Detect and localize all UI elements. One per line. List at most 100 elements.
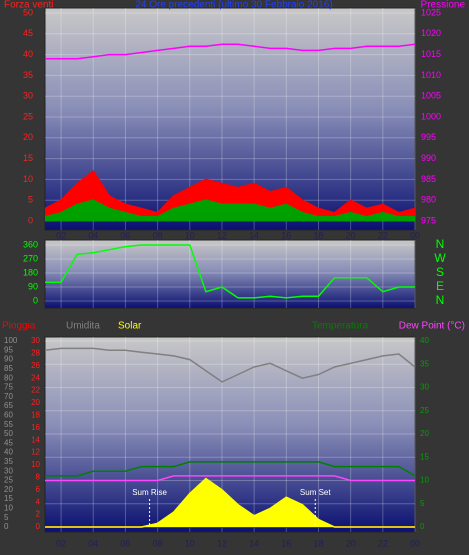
- y-tick-label: 55: [4, 420, 13, 429]
- y-tick-label: 75: [4, 383, 13, 392]
- y-tick-label: 45: [23, 28, 33, 38]
- series-line: [45, 43, 416, 60]
- y-tick-label: 40: [4, 448, 13, 457]
- x-tick-label: 06: [120, 538, 130, 548]
- y-tick-label: 90: [4, 355, 13, 364]
- y-tick-label: 30: [23, 91, 33, 101]
- y-tick-label: 50: [23, 7, 33, 17]
- y-tick-label: 95: [4, 345, 13, 354]
- y-tick-label: 15: [4, 494, 13, 503]
- plot-area: [44, 239, 416, 309]
- y-tick-label: 60: [4, 411, 13, 420]
- y3-tick-label: 10: [31, 460, 40, 469]
- x-tick-label: 18: [313, 230, 323, 240]
- y3-tick-label: 2: [36, 510, 41, 519]
- y2-tick-label: 10: [420, 476, 429, 485]
- x-tick-label: 08: [153, 538, 163, 548]
- y2-tick-label: 990: [421, 153, 436, 163]
- y2-tick-label: E: [436, 279, 444, 293]
- y-tick-label: 40: [23, 49, 33, 59]
- y3-tick-label: 14: [31, 435, 40, 444]
- y-tick-label: 20: [23, 132, 33, 142]
- y2-tick-label: 980: [421, 195, 436, 205]
- x-tick-label: 22: [378, 538, 388, 548]
- series-line: [45, 244, 415, 299]
- series-line: [44, 199, 415, 218]
- y3-tick-label: 22: [31, 386, 40, 395]
- y2-tick-label: 5: [420, 499, 425, 508]
- y-tick-label: 50: [4, 429, 13, 438]
- y3-tick-label: 18: [31, 411, 40, 420]
- y2-tick-label: 1010: [421, 70, 441, 80]
- y2-tick-label: 20: [420, 429, 429, 438]
- x-tick-label: 14: [249, 538, 259, 548]
- legend-label: Temperatura: [312, 321, 369, 332]
- y3-tick-label: 6: [36, 485, 41, 494]
- y-tick-label: 25: [4, 476, 13, 485]
- y2-tick-label: 1005: [421, 91, 441, 101]
- y3-tick-label: 24: [31, 373, 40, 382]
- y-tick-label: 100: [4, 336, 18, 345]
- y3-tick-label: 26: [31, 361, 40, 370]
- y2-tick-label: N: [436, 237, 445, 251]
- y2-tick-label: N: [436, 293, 445, 307]
- series-line: [45, 475, 415, 482]
- y3-tick-label: 30: [31, 336, 40, 345]
- x-tick-label: 10: [185, 538, 195, 548]
- y2-tick-label: 0: [420, 522, 425, 531]
- series-area: [45, 171, 415, 221]
- y-tick-label: 0: [28, 215, 33, 225]
- axis-title: Forza venti: [4, 0, 53, 11]
- x-tick-label: 16: [281, 538, 291, 548]
- y-tick-label: 0: [33, 295, 38, 305]
- axis-title: 24 Ore precedenti (ultimo 30 Febbraio 20…: [135, 0, 332, 11]
- series-line: [45, 477, 415, 528]
- x-tick-label: 14: [249, 230, 259, 240]
- y-tick-label: 5: [4, 513, 9, 522]
- y-tick-label: 70: [4, 392, 13, 401]
- y3-tick-label: 20: [31, 398, 40, 407]
- y-tick-label: 45: [4, 438, 13, 447]
- y-tick-label: 65: [4, 401, 13, 410]
- x-tick-label: 12: [217, 538, 227, 548]
- series-area: [45, 478, 415, 527]
- y2-tick-label: 1015: [421, 49, 441, 59]
- series-line: [45, 461, 416, 477]
- y2-tick-label: 975: [421, 215, 436, 225]
- annotation-label: Sum Rise: [132, 488, 167, 497]
- y2-tick-label: 1000: [421, 111, 441, 121]
- x-tick-label: 16: [281, 230, 291, 240]
- y-tick-label: 5: [28, 195, 33, 205]
- x-tick-label: 00: [410, 230, 420, 240]
- y-tick-label: 30: [4, 466, 13, 475]
- x-tick-label: 08: [153, 230, 163, 240]
- series-line: [44, 170, 416, 214]
- legend-label: Umidita: [66, 321, 100, 332]
- y2-tick-label: 25: [420, 406, 429, 415]
- y2-tick-label: 985: [421, 174, 436, 184]
- x-tick-label: 22: [378, 230, 388, 240]
- y-tick-label: 35: [4, 457, 13, 466]
- y-tick-label: 85: [4, 364, 13, 373]
- axis-title: Pressione: [421, 0, 466, 11]
- annotation-label: Sum Set: [300, 488, 331, 497]
- x-tick-label: 12: [217, 230, 227, 240]
- legend-label: Pioggia: [2, 321, 36, 332]
- y3-tick-label: 0: [36, 522, 41, 531]
- y2-tick-label: 35: [420, 359, 429, 368]
- y-tick-label: 20: [4, 485, 13, 494]
- y2-tick-label: 995: [421, 132, 436, 142]
- x-tick-label: 10: [185, 230, 195, 240]
- y-tick-label: 15: [23, 153, 33, 163]
- y-tick-label: 270: [23, 253, 38, 263]
- y3-tick-label: 28: [31, 349, 40, 358]
- y3-tick-label: 12: [31, 448, 40, 457]
- x-tick-label: 02: [56, 230, 66, 240]
- y-tick-label: 10: [23, 174, 33, 184]
- y2-tick-label: 30: [420, 383, 429, 392]
- y2-tick-label: 1020: [421, 28, 441, 38]
- series-line: [44, 347, 416, 383]
- x-tick-label: 20: [346, 538, 356, 548]
